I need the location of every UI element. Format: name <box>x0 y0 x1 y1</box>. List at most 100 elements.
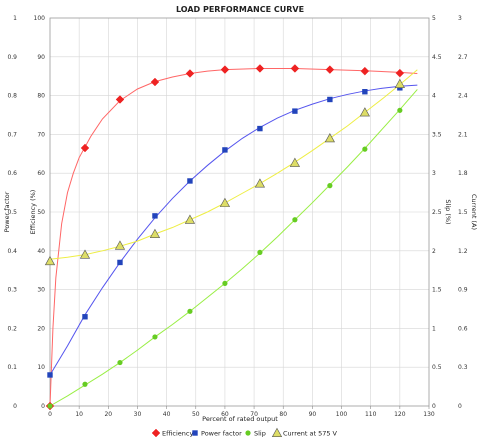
power-factor-marker <box>47 372 53 378</box>
current-axis-label: Current (A) <box>470 194 478 230</box>
right-outer-tick-label: 1.2 <box>458 248 468 255</box>
right-inner-tick-label: 2.5 <box>432 209 442 216</box>
current-at-575-v-marker <box>254 178 266 188</box>
left-outer-tick-label: 0.3 <box>7 287 17 294</box>
power-factor-marker <box>292 108 298 114</box>
slip-marker <box>187 308 193 314</box>
slip-marker <box>152 334 158 340</box>
legend-slip-marker <box>245 430 251 436</box>
efficiency-marker <box>360 66 370 76</box>
right-inner-tick-label: 4.5 <box>432 54 442 61</box>
power-factor-marker <box>152 213 158 219</box>
left-inner-tick-label: 70 <box>37 131 45 138</box>
legend: Efficiency Power factor Slip Current at 575… <box>151 427 338 438</box>
legend-current-at-575-v-marker <box>271 427 283 437</box>
right-outer-tick-label: 2.4 <box>458 93 468 100</box>
power-factor-marker <box>82 314 88 320</box>
power-factor-marker <box>362 89 368 95</box>
power-factor-axis-label: Power factor <box>3 191 11 232</box>
legend-label-power-factor: Power factor <box>201 430 242 438</box>
right-inner-tick-label: 0 <box>432 403 436 410</box>
current-at-575-v-marker <box>79 249 91 259</box>
right-inner-tick-label: 0.5 <box>432 364 442 371</box>
current-at-575-v-curve <box>49 69 418 260</box>
power-factor-marker <box>257 125 263 132</box>
current-at-575-v-marker <box>184 214 196 224</box>
right-outer-tick-label: 0 <box>458 403 462 410</box>
x-tick-label: 10 <box>75 411 83 418</box>
efficiency-axis-label: Efficiency (%) <box>29 190 37 235</box>
right-outer-tick-label: 2.7 <box>458 54 468 61</box>
left-outer-tick-label: 0.9 <box>7 54 17 61</box>
legend-efficiency-marker <box>151 428 161 438</box>
x-tick-label: 0 <box>48 411 52 418</box>
efficiency-marker <box>220 65 230 74</box>
efficiency-marker <box>290 64 300 73</box>
right-outer-tick-label: 1.5 <box>458 209 468 216</box>
left-outer-tick-label: 0.5 <box>7 209 17 216</box>
efficiency-marker <box>150 77 160 87</box>
efficiency-marker <box>325 65 335 74</box>
legend-label-slip: Slip <box>254 430 266 438</box>
left-outer-tick-label: 0.6 <box>7 170 17 177</box>
series-curves <box>49 67 418 407</box>
slip-marker <box>327 183 333 189</box>
right-inner-tick-label: 1 <box>432 325 436 332</box>
legend-label-efficiency: Efficiency <box>162 430 193 438</box>
legend-label-current-at-575-v: Current at 575 V <box>283 430 338 438</box>
x-tick-label: 80 <box>279 411 287 418</box>
power-factor-marker <box>117 259 123 266</box>
left-inner-tick-label: 60 <box>37 170 45 177</box>
slip-curve <box>49 89 418 407</box>
left-inner-tick-label: 10 <box>37 364 45 371</box>
efficiency-marker <box>80 143 90 153</box>
left-inner-tick-label: 50 <box>37 209 45 216</box>
slip-marker <box>397 107 403 113</box>
left-outer-tick-label: 0.4 <box>7 248 17 255</box>
power-factor-marker <box>222 147 228 153</box>
left-inner-tick-label: 30 <box>37 287 45 294</box>
slip-marker <box>257 249 263 255</box>
left-inner-tick-label: 20 <box>37 325 45 332</box>
current-at-575-v-marker <box>289 157 301 167</box>
current-at-575-v-marker <box>219 197 231 207</box>
power-factor-curve <box>49 84 418 376</box>
efficiency-marker <box>115 95 125 104</box>
slip-marker <box>117 359 123 366</box>
right-outer-tick-label: 1.8 <box>458 170 468 177</box>
x-tick-label: 90 <box>309 411 317 418</box>
x-tick-label: 60 <box>221 411 229 418</box>
left-outer-tick-label: 0 <box>13 403 17 410</box>
chart-title: LOAD PERFORMANCE CURVE <box>176 5 304 14</box>
x-tick-label: 120 <box>394 411 406 418</box>
efficiency-marker <box>395 68 405 78</box>
slip-marker <box>292 217 298 223</box>
slip-axis-label: Slip (%) <box>444 199 452 224</box>
left-inner-tick-label: 80 <box>37 93 45 100</box>
current-at-575-v-marker <box>394 78 405 88</box>
plot-area-border <box>49 17 430 407</box>
left-outer-tick-label: 0.2 <box>7 325 17 332</box>
x-axis-label: Percent of rated output <box>202 415 278 423</box>
efficiency-marker <box>185 69 195 78</box>
x-tick-label: 50 <box>192 411 200 418</box>
right-outer-tick-label: 0.9 <box>458 287 468 294</box>
right-outer-tick-label: 2.1 <box>458 131 468 138</box>
left-outer-tick-label: 0.7 <box>7 131 17 138</box>
efficiency-curve <box>49 67 418 407</box>
left-inner-tick-label: 0 <box>41 403 45 410</box>
right-inner-tick-label: 5 <box>432 15 436 22</box>
x-tick-label: 20 <box>104 411 112 418</box>
current-at-575-v-marker <box>149 228 161 238</box>
series-markers <box>44 64 405 411</box>
slip-marker <box>362 146 368 152</box>
current-at-575-v-marker <box>44 255 56 266</box>
x-tick-label: 110 <box>365 411 377 418</box>
slip-marker <box>82 381 88 387</box>
right-inner-tick-label: 1.5 <box>432 287 442 294</box>
right-inner-tick-label: 3.5 <box>432 131 442 138</box>
efficiency-marker <box>255 64 265 73</box>
left-inner-tick-label: 40 <box>37 248 45 255</box>
